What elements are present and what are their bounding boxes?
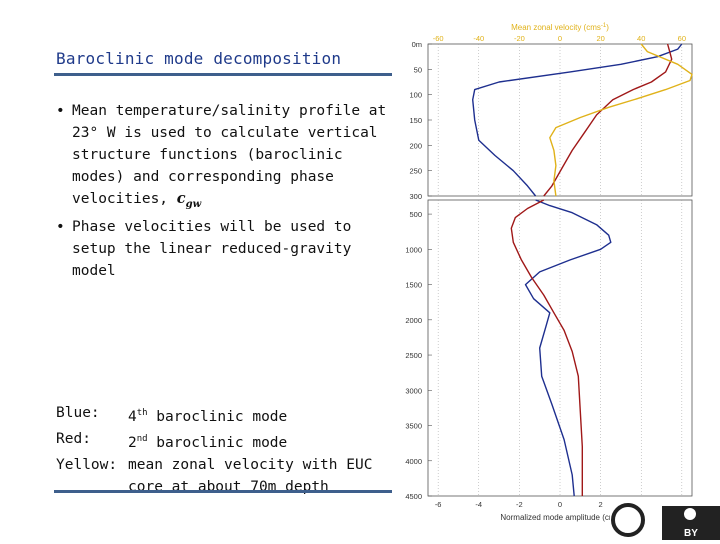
- bullet-text: Phase velocities will be used to setup t…: [72, 218, 352, 279]
- series-line-yellow-upper: [549, 43, 693, 197]
- bullet-mark: •: [56, 103, 65, 119]
- lower-y-tick-label: 500: [409, 210, 422, 219]
- top-tick-label: 40: [637, 34, 645, 43]
- lower-y-tick-label: 2000: [405, 316, 422, 325]
- upper-y-tick-label: 100: [409, 91, 422, 100]
- top-tick-label: -60: [433, 34, 444, 43]
- series-line-red-lower: [510, 199, 583, 496]
- legend-value: 4th baroclinic mode: [128, 408, 288, 425]
- upper-y-tick-label: 300: [409, 192, 422, 201]
- lower-y-tick-label: 2500: [405, 351, 422, 360]
- lower-y-tick-label: 4500: [405, 492, 422, 501]
- legend-row: Blue: 4th baroclinic mode: [56, 402, 388, 428]
- lower-panel-frame: [427, 199, 693, 497]
- top-tick-label: -20: [514, 34, 525, 43]
- upper-y-tick-label: 50: [414, 65, 422, 74]
- legend-value: 2nd baroclinic mode: [128, 433, 288, 451]
- bottom-tick-label: -6: [435, 500, 442, 509]
- top-tick-label: 60: [678, 34, 686, 43]
- lower-y-tick-label: 3000: [405, 386, 422, 395]
- license-badge: BY: [610, 498, 720, 540]
- bottom-axis-title: Normalized mode amplitude (cms-1): [500, 513, 628, 522]
- lower-y-tick-label: 3500: [405, 422, 422, 431]
- legend-rule: [54, 490, 392, 493]
- lower-y-tick-label: 4000: [405, 457, 422, 466]
- top-tick-label: 0: [558, 34, 562, 43]
- bottom-tick-label: -4: [475, 500, 482, 509]
- upper-panel-frame: [427, 43, 693, 197]
- lower-y-tick-label: 1000: [405, 245, 422, 254]
- series-line-blue-upper: [472, 43, 683, 197]
- legend-key: Red:: [56, 430, 91, 447]
- bullet-item: • Phase velocities will be used to setup…: [56, 216, 391, 282]
- cc-by-badge-graphic: BY: [610, 498, 720, 540]
- bullet-text: Mean temperature/salinity profile at 23°…: [72, 103, 387, 210]
- upper-y-tick-label: 150: [409, 116, 422, 125]
- top-axis-title: Mean zonal velocity (cms-1): [511, 23, 609, 32]
- bottom-tick-label: 0: [558, 500, 562, 509]
- bullet-mark: •: [56, 218, 65, 235]
- title-rule: [54, 73, 392, 76]
- bullet-item: • Mean temperature/salinity profile at 2…: [56, 100, 391, 216]
- bullet-list: • Mean temperature/salinity profile at 2…: [56, 100, 391, 282]
- cc-icon: [611, 503, 645, 537]
- bottom-tick-label: 2: [599, 500, 603, 509]
- upper-y-tick-label: 0m: [412, 40, 422, 49]
- legend-row: Red: 2nd baroclinic mode: [56, 428, 388, 454]
- badge-text: BY: [684, 528, 698, 539]
- top-tick-label: -40: [473, 34, 484, 43]
- legend-key: Blue:: [56, 405, 100, 421]
- top-tick-label: 20: [596, 34, 604, 43]
- slide-title: Baroclinic mode decomposition: [56, 49, 342, 68]
- upper-y-tick-label: 200: [409, 141, 422, 150]
- legend-key: Yellow:: [56, 456, 118, 473]
- person-icon: [684, 508, 696, 520]
- series-line-red-upper: [543, 43, 673, 197]
- lower-y-tick-label: 1500: [405, 281, 422, 290]
- cgw-symbol: cgw: [176, 190, 202, 210]
- bottom-tick-label: -2: [516, 500, 523, 509]
- series-line-blue-lower: [524, 199, 612, 497]
- upper-y-tick-label: 250: [409, 167, 422, 176]
- color-legend: Blue: 4th baroclinic mode Red: 2nd baroc…: [56, 402, 388, 498]
